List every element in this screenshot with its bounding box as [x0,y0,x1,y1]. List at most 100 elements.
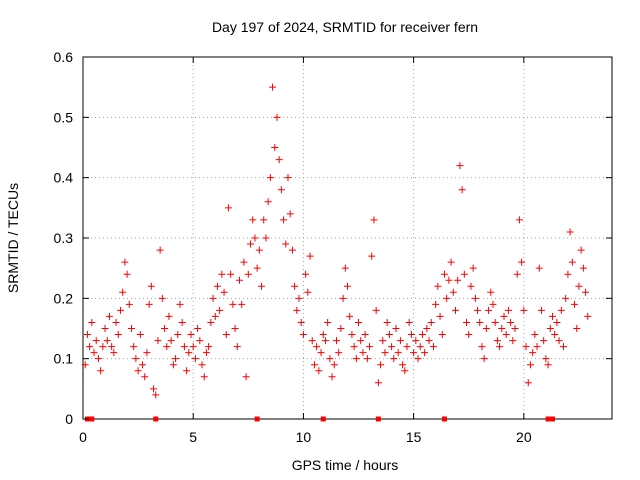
data-point [90,349,98,357]
data-point [156,246,164,254]
data-point [288,246,296,254]
data-point [469,264,477,272]
data-point [370,216,378,224]
data-point [379,337,387,345]
data-point [355,318,363,326]
data-point [478,343,486,351]
data-point [310,361,318,369]
data-point [537,306,545,314]
data-point [297,318,305,326]
data-point [158,294,166,302]
data-point [368,252,376,260]
data-point [350,343,358,351]
data-point [504,306,512,314]
data-point [423,325,431,332]
data-point [465,331,473,339]
data-point [207,318,215,326]
y-tick-label: 0.2 [54,290,74,306]
data-point [341,264,349,272]
data-point [542,355,550,363]
data-point [205,343,213,351]
data-point [467,282,475,290]
data-point [302,270,310,278]
data-point [119,288,127,296]
data-point [330,361,338,369]
data-point [526,361,534,369]
data-point [191,355,199,363]
y-tick-label: 0 [65,411,73,427]
data-point [319,331,327,339]
data-point [474,306,482,314]
data-point [258,282,266,290]
data-point [476,318,484,326]
data-point [436,312,444,320]
chart-title: Day 197 of 2024, SRMTID for receiver fer… [212,19,478,35]
data-point [522,343,530,351]
data-point [359,349,367,357]
data-point [165,312,173,320]
data-point [121,258,129,266]
data-point [315,367,323,375]
data-gap-marker [375,416,381,422]
data-point [566,228,574,236]
data-point [229,300,237,308]
data-point [321,337,329,345]
data-point [152,391,160,399]
data-point [130,343,138,351]
data-gap-marker [545,416,551,422]
data-point [515,216,523,224]
data-point [418,331,426,339]
data-point [575,282,583,290]
data-point [88,318,96,326]
data-point [101,325,109,332]
data-point [247,240,255,248]
data-point [233,343,241,351]
data-point [500,312,508,320]
data-point [255,246,263,254]
data-point [92,337,100,345]
y-axis-ticks: 0 0.1 0.2 0.3 0.4 0.5 0.6 [54,49,612,427]
data-point [202,349,210,357]
data-point [313,343,321,351]
data-point [421,349,429,357]
data-point [172,355,180,363]
data-point [399,361,407,369]
data-point [269,83,277,91]
data-point [407,331,415,339]
data-point [548,312,556,320]
data-point [81,361,89,369]
data-point [577,246,585,254]
x-tick-label: 15 [406,429,422,445]
data-point [244,270,252,278]
data-point [326,355,334,363]
data-point [471,294,479,302]
data-point [579,264,587,272]
data-point [284,174,292,182]
data-point [306,252,314,260]
data-point [425,337,433,345]
data-point [520,306,528,314]
data-point [388,343,396,351]
data-point [498,325,506,332]
data-point [145,300,153,308]
data-point [167,337,175,345]
data-point [544,361,552,369]
data-point [163,343,171,351]
data-point [94,355,102,363]
data-point [277,186,285,194]
data-point [394,349,402,357]
data-gap-marker [320,416,326,422]
data-point [220,288,228,296]
data-point [562,294,570,302]
data-point [551,331,559,339]
data-point [361,331,369,339]
data-point [390,355,398,363]
data-point [434,282,442,290]
data-point [553,318,561,326]
data-point [86,343,94,351]
y-tick-label: 0.1 [54,351,74,367]
data-point [249,216,257,224]
data-point [222,331,230,339]
data-point [147,282,155,290]
data-point [235,276,243,284]
